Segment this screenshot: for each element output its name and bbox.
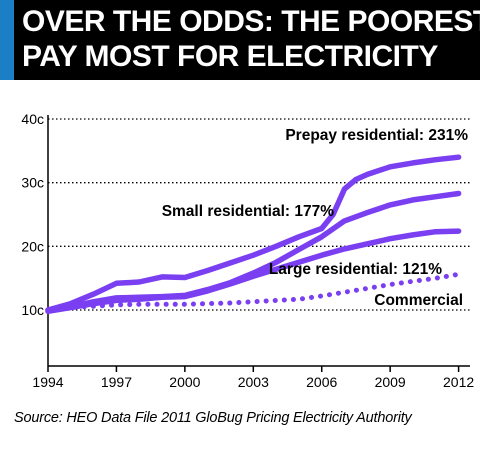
x-tick-label: 2003 [238, 374, 269, 390]
x-tick-label: 2012 [443, 374, 474, 390]
x-tick-label: 1994 [32, 374, 63, 390]
chart-title: OVER THE ODDS: THE POOREST PAY MOST FOR … [22, 4, 480, 74]
x-tick-label: 2006 [306, 374, 337, 390]
chart-title-line-2: PAY MOST FOR ELECTRICITY [22, 40, 438, 73]
series-line-1 [45, 154, 462, 313]
series-label-3: Large residential: 121% [269, 261, 442, 278]
series-line-4 [45, 271, 462, 313]
y-tick-label: 20c [21, 238, 44, 254]
x-tick-label: 2009 [375, 374, 406, 390]
x-tick-label: 2000 [169, 374, 200, 390]
y-tick-label: 10c [21, 302, 44, 318]
series-label-2: Small residential: 177% [162, 203, 335, 220]
series-label-4: Commercial [374, 292, 463, 309]
chart-title-line-1: OVER THE ODDS: THE POOREST [22, 5, 480, 38]
x-tick-label: 1997 [101, 374, 132, 390]
chart-header: OVER THE ODDS: THE POOREST PAY MOST FOR … [0, 0, 480, 80]
y-tick-label: 30c [21, 175, 44, 191]
source-note: Source: HEO Data File 2011 GloBug Pricin… [14, 410, 412, 426]
header-accent-bar [0, 0, 14, 80]
series-label-1: Prepay residential: 231% [285, 127, 468, 144]
y-tick-label: 40c [21, 111, 44, 127]
line-chart: 10c 20c 30c 40c 1994 1997 2000 2003 2006 2009 2012… [21, 111, 474, 390]
series-line-3 [45, 228, 462, 315]
